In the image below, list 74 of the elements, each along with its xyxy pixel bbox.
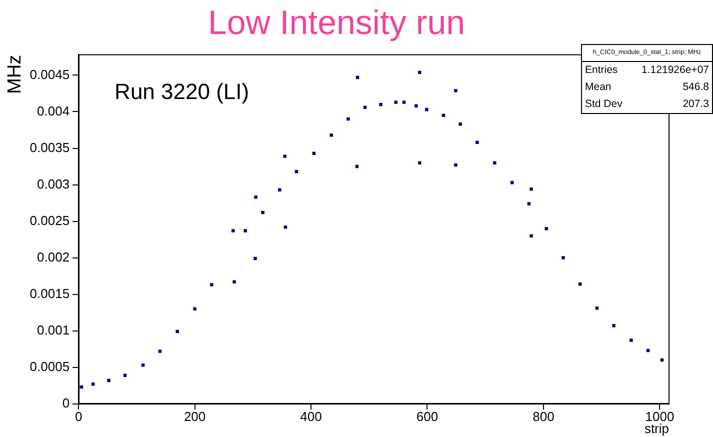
y-tick-label: 0.0025 bbox=[30, 212, 70, 228]
annotation: 1.121926e+07 bbox=[642, 63, 709, 78]
point bbox=[232, 229, 235, 232]
point bbox=[425, 108, 428, 112]
y-tick-label: 0 bbox=[62, 395, 70, 410]
y-tick-label: 0.002 bbox=[37, 249, 70, 264]
point bbox=[91, 382, 95, 386]
point bbox=[562, 256, 565, 260]
point bbox=[141, 363, 145, 367]
point bbox=[254, 256, 257, 260]
point bbox=[356, 76, 360, 80]
x-tick-label: 600 bbox=[416, 409, 438, 424]
point bbox=[193, 307, 196, 311]
point bbox=[123, 374, 127, 377]
point bbox=[294, 170, 298, 174]
x-tick-label: 200 bbox=[184, 409, 206, 424]
point bbox=[442, 114, 446, 118]
point bbox=[454, 163, 458, 167]
point bbox=[232, 280, 236, 284]
point bbox=[630, 338, 633, 342]
y-tick-label: 0.0005 bbox=[30, 358, 70, 374]
point bbox=[278, 188, 282, 192]
point bbox=[346, 117, 350, 121]
point bbox=[355, 164, 359, 168]
point bbox=[379, 102, 382, 106]
point bbox=[80, 385, 84, 389]
y-tick-label: 0.0015 bbox=[30, 286, 70, 301]
annotation: Entries bbox=[585, 63, 618, 78]
y-tick-label: 0.001 bbox=[37, 322, 70, 338]
y-tick-label: 0.003 bbox=[37, 176, 70, 192]
point bbox=[493, 161, 496, 164]
point bbox=[210, 283, 214, 286]
point bbox=[176, 330, 179, 334]
point bbox=[330, 133, 333, 137]
point bbox=[510, 180, 514, 184]
y-tick-label: 0.004 bbox=[37, 103, 70, 118]
annotation: Std Dev bbox=[585, 97, 622, 112]
point bbox=[578, 282, 582, 286]
point bbox=[261, 210, 264, 214]
chart-title: Low Intensity run bbox=[208, 4, 466, 42]
point bbox=[254, 196, 258, 199]
point bbox=[612, 324, 616, 328]
point bbox=[158, 350, 162, 353]
point bbox=[458, 122, 462, 126]
annotation: Run 3220 (LI) bbox=[114, 78, 250, 104]
point bbox=[283, 154, 286, 158]
y-axis-title: MHz bbox=[4, 54, 26, 94]
point bbox=[284, 225, 288, 229]
text: 207.3 bbox=[682, 97, 709, 112]
point bbox=[244, 229, 247, 232]
point bbox=[418, 161, 422, 164]
point bbox=[394, 100, 398, 104]
point bbox=[454, 88, 458, 92]
x-tick-label: 400 bbox=[300, 409, 322, 424]
point bbox=[312, 152, 316, 155]
point bbox=[107, 378, 110, 382]
point bbox=[527, 202, 531, 206]
point bbox=[660, 358, 664, 362]
point bbox=[595, 306, 599, 310]
point bbox=[544, 226, 548, 230]
point bbox=[476, 140, 479, 144]
y-tick-label: 0.0045 bbox=[30, 66, 70, 82]
point bbox=[402, 100, 406, 104]
x-tick-label: 0 bbox=[74, 409, 82, 424]
text: 546.8 bbox=[682, 80, 709, 95]
point bbox=[418, 70, 422, 74]
y-tick-label: 0.0035 bbox=[30, 140, 70, 155]
point bbox=[414, 104, 418, 108]
point bbox=[363, 106, 367, 109]
point bbox=[530, 188, 533, 191]
x-tick-label: 800 bbox=[532, 409, 554, 424]
annotation: Mean bbox=[585, 80, 612, 95]
point bbox=[530, 234, 533, 238]
point bbox=[646, 348, 650, 352]
